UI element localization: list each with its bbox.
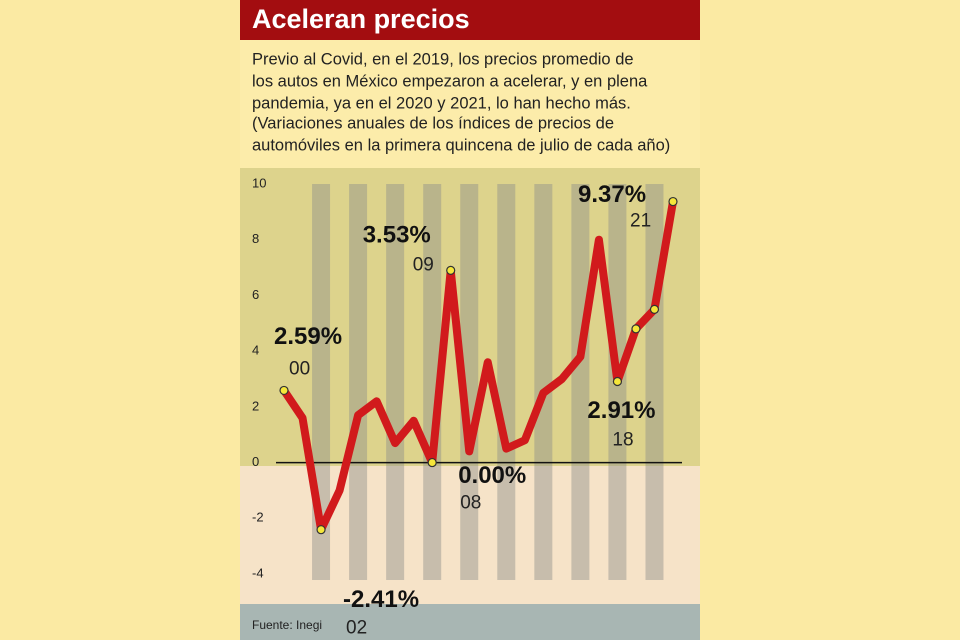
stripe [460, 184, 479, 580]
stripe [423, 184, 442, 580]
annotation: 2.59% [274, 323, 342, 350]
annotation: 2.91% [587, 397, 655, 424]
y-tick-label: 0 [252, 454, 259, 469]
note-line: automóviles en la primera quincena de ju… [252, 136, 670, 154]
annotation: 9.37% [578, 181, 646, 208]
annotation: -2.41% [343, 586, 419, 613]
marker [649, 304, 660, 314]
subtitle-line: pandemia, ya en el 2020 y 2021, lo han h… [252, 94, 631, 112]
subtitle-line: Previo al Covid, en el 2019, los precios… [252, 50, 634, 68]
annotation: 0.00% [458, 462, 526, 489]
x-tick-label: 21 [630, 211, 651, 232]
stripe [497, 184, 516, 580]
y-tick-label: 10 [252, 175, 266, 190]
marker [668, 196, 678, 207]
subtitle-line: los autos en México empezaron a acelerar… [252, 72, 648, 90]
y-tick-label: 8 [252, 231, 259, 246]
chart-title: Aceleran precios [252, 4, 470, 34]
annotation: 3.53% [363, 222, 431, 249]
stripe [534, 184, 553, 580]
marker [316, 525, 326, 535]
x-tick-label: 09 [413, 254, 434, 275]
marker [427, 457, 437, 468]
footer [240, 604, 700, 640]
stripe [386, 184, 405, 580]
y-tick-label: -2 [252, 510, 264, 525]
y-tick-label: -4 [252, 565, 264, 580]
x-tick-label: 18 [612, 430, 633, 451]
y-tick-label: 4 [252, 343, 259, 358]
marker [612, 376, 623, 387]
title-band [240, 0, 700, 40]
stripe [571, 184, 590, 580]
plot-upper [240, 168, 700, 466]
stripe [349, 184, 368, 580]
note-line: (Variaciones anuales de los índices de p… [252, 114, 614, 132]
x-tick-label: 02 [346, 618, 367, 639]
x-tick-label: 08 [460, 493, 481, 514]
y-tick-label: 6 [252, 287, 259, 302]
x-tick-label: 00 [289, 358, 310, 379]
marker [631, 324, 641, 334]
source: Fuente: Inegi [252, 618, 322, 632]
stripe [645, 184, 664, 580]
y-tick-label: 2 [252, 398, 259, 413]
marker [279, 385, 289, 396]
marker [446, 265, 456, 275]
line [280, 197, 677, 534]
